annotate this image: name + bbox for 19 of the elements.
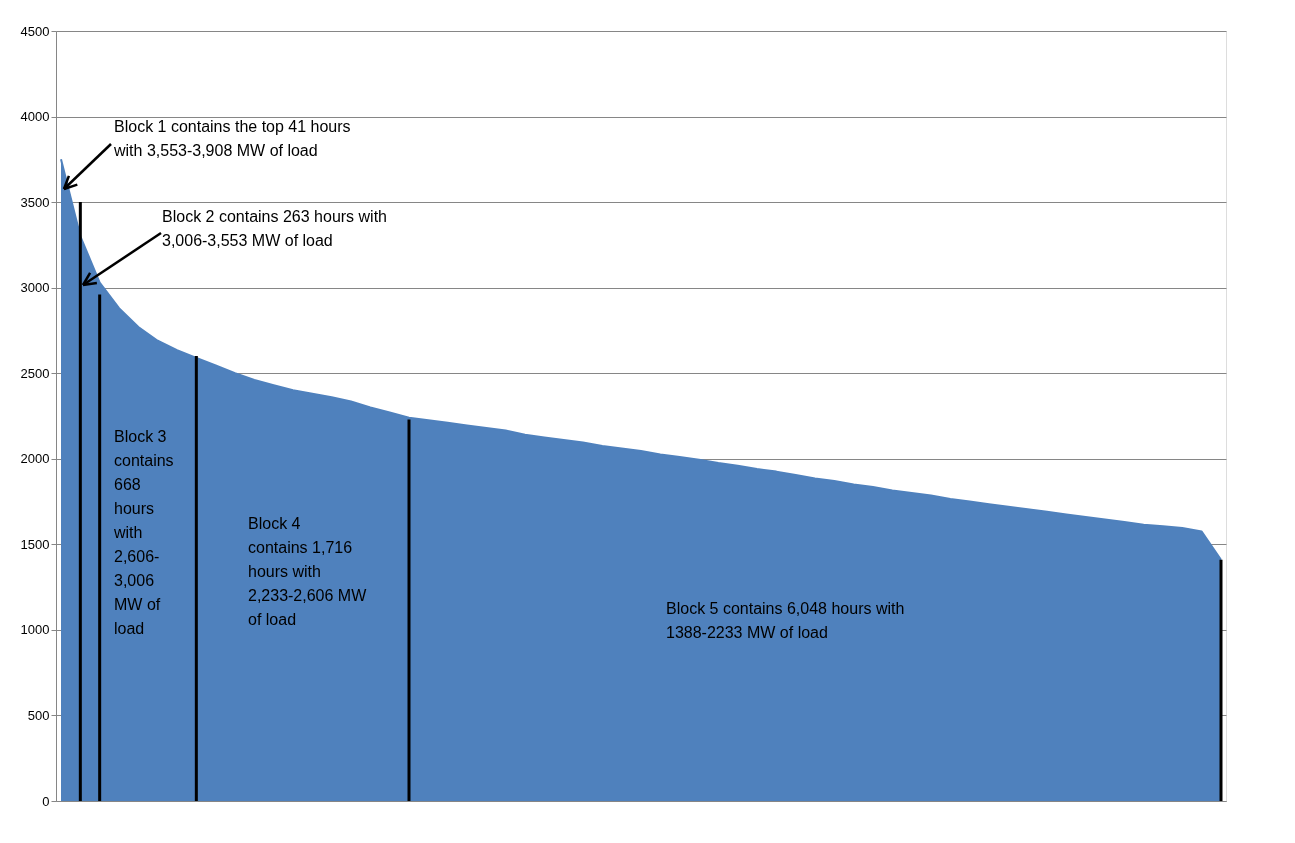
- bar: [98, 294, 102, 801]
- annotation: Block 2 contains 263 hours with 3,006-3,553 MW of load: [162, 208, 388, 249]
- y-tick-label: 3500: [20, 194, 50, 210]
- y-tick-label: 4000: [20, 109, 50, 125]
- y-tick-label: 500: [27, 707, 50, 723]
- y-tick-label: 4500: [20, 23, 50, 39]
- y-tick-label: 2000: [20, 451, 50, 467]
- y-tick-label: 1000: [20, 622, 50, 638]
- annotation: Block 4 contains 1,716 hours with 2,233-2,606 MW of load: [248, 515, 368, 628]
- y-tick-label: 1500: [20, 536, 50, 552]
- y-tick-label: 0: [42, 793, 50, 809]
- annotation: Block 5 contains 6,048 hours with 1388-2233 MW of load: [666, 600, 905, 641]
- bar: [407, 419, 411, 801]
- annotation: Block 1 contains the top 41 hours with 3,553-3,908 MW of load: [113, 118, 351, 159]
- y-tick-label: 2500: [20, 365, 50, 381]
- y-tick-label: 3000: [20, 280, 50, 296]
- bar: [1219, 559, 1223, 801]
- bar: [194, 356, 198, 801]
- text: Block 3 contains 668 hours with 2,606-3,006 MW of load: [114, 428, 174, 637]
